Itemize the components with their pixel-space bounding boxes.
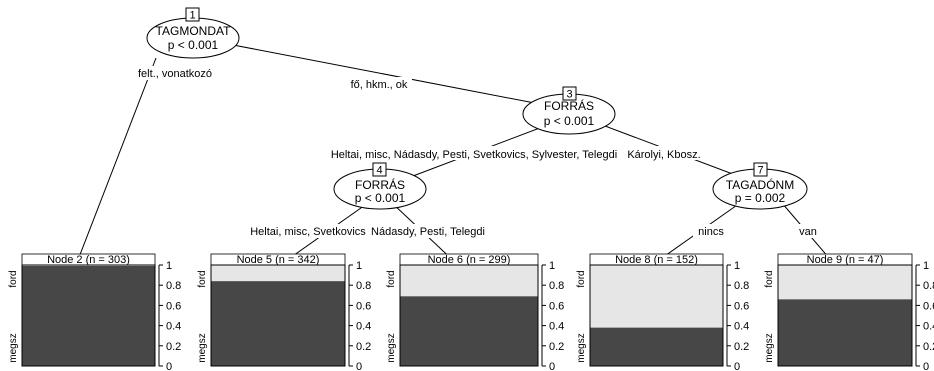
bar-megsz — [22, 266, 155, 366]
split-variable: TAGMONDAT — [156, 24, 232, 38]
bar-megsz — [590, 327, 723, 366]
inner-node-1: 1 TAGMONDAT p < 0.001 — [146, 7, 240, 59]
node-header-label: Node 8 (n = 152) — [615, 254, 698, 266]
bar-frame — [399, 264, 539, 367]
bar-frame — [589, 264, 724, 367]
y-tick-label: 0.6 — [549, 300, 564, 312]
y-tick-label: 1 — [356, 260, 362, 272]
y-tick-label: 0.6 — [734, 300, 749, 312]
split-variable: FORRÁS — [544, 98, 594, 113]
bar-ford — [400, 265, 538, 297]
bar-megsz — [400, 296, 538, 366]
edge-label-n7-right: van — [799, 226, 817, 238]
category-label-megsz: megsz — [576, 333, 587, 362]
edge-label-n1-right: fő, hkm., ok — [351, 79, 408, 91]
terminal-node-8: Node 8 (n = 152) ford megsz 0 0.2 0.4 0.6 0.8 1 — [576, 253, 749, 371]
terminal-node-9: Node 9 (n = 47) ford megsz 0 0.2 0.4 0.6 0.8 1 — [764, 253, 934, 371]
y-tick-label: 0.2 — [166, 341, 181, 353]
category-label-megsz: megsz — [764, 333, 775, 362]
bar-ford — [590, 265, 723, 328]
y-tick-label: 1 — [166, 260, 172, 272]
y-tick-label: 0.2 — [734, 341, 749, 353]
y-tick-label: 0 — [734, 361, 740, 371]
y-tick-label: 0.4 — [356, 321, 371, 333]
node-id: 4 — [376, 165, 382, 177]
category-label-ford: ford — [197, 270, 208, 287]
edge-1-2 — [75, 57, 157, 266]
split-variable: FORRÁS — [355, 177, 405, 192]
y-tick-label: 0.2 — [923, 341, 934, 353]
category-label-megsz: megsz — [8, 333, 19, 362]
bar-frame — [777, 264, 913, 367]
p-value: p < 0.001 — [544, 114, 595, 128]
node-header-label: Node 2 (n = 303) — [47, 254, 130, 266]
bar-megsz — [211, 281, 345, 366]
bar-ford — [22, 265, 155, 267]
y-tick-label: 1 — [923, 260, 929, 272]
y-tick-label: 0.4 — [734, 321, 749, 333]
edge-labels: felt., vonatkozó fő, hkm., ok Heltai, mi… — [134, 66, 821, 238]
category-label-ford: ford — [386, 270, 397, 287]
bar-frame — [21, 264, 156, 367]
y-tick-label: 0.4 — [166, 321, 181, 333]
category-label-megsz: megsz — [386, 333, 397, 362]
category-label-ford: ford — [764, 270, 775, 287]
category-label-megsz: megsz — [197, 333, 208, 362]
y-tick-label: 0.6 — [923, 300, 934, 312]
y-tick-label: 0.4 — [549, 321, 564, 333]
y-tick-label: 0.8 — [166, 280, 181, 292]
y-tick-label: 0 — [549, 361, 555, 371]
y-tick-label: 0.8 — [549, 280, 564, 292]
node-header-label: Node 9 (n = 47) — [807, 254, 884, 266]
node-header-label: Node 6 (n = 299) — [428, 254, 511, 266]
y-tick-label: 1 — [734, 260, 740, 272]
node-id: 3 — [566, 89, 572, 101]
y-tick-label: 0.8 — [923, 280, 934, 292]
y-tick-label: 0.8 — [734, 280, 749, 292]
p-value: p < 0.001 — [355, 191, 406, 205]
edge-label-n3-left: Heltai, misc, Nádasdy, Pesti, Svetkovics… — [331, 149, 617, 161]
y-tick-label: 0.8 — [356, 280, 371, 292]
edge-label-n3-right: Károlyi, Kbosz. — [627, 149, 700, 161]
edge-label-n4-right: Nádasdy, Pesti, Telegdi — [371, 226, 485, 238]
p-value: p < 0.001 — [168, 38, 219, 52]
edge-label-n1-left: felt., vonatkozó — [138, 68, 212, 80]
node-header-label: Node 5 (n = 342) — [237, 254, 320, 266]
inner-node-4: 4 FORRÁS p < 0.001 — [333, 162, 427, 210]
edge-label-n7-left: nincs — [698, 226, 724, 238]
y-tick-label: 0 — [166, 361, 172, 371]
bar-ford — [778, 265, 912, 300]
node-id: 7 — [757, 165, 763, 177]
y-tick-label: 0.4 — [923, 321, 934, 333]
category-label-ford: ford — [576, 270, 587, 287]
inner-node-3: 3 FORRÁS p < 0.001 — [522, 86, 616, 135]
y-tick-label: 1 — [549, 260, 555, 272]
y-tick-label: 0.2 — [356, 341, 371, 353]
split-variable: TAGADÓNM — [726, 177, 794, 192]
inner-node-7: 7 TAGADÓNM p = 0.002 — [712, 162, 808, 210]
bar-frame — [210, 264, 346, 367]
y-tick-label: 0 — [356, 361, 362, 371]
terminal-node-6: Node 6 (n = 299) ford megsz 0 0.2 0.4 0.6 0.8 1 — [386, 253, 564, 371]
y-tick-label: 0.6 — [356, 300, 371, 312]
p-value: p = 0.002 — [735, 191, 786, 205]
node-id: 1 — [189, 10, 195, 22]
bar-megsz — [778, 299, 912, 366]
y-tick-label: 0 — [923, 361, 929, 371]
edge-1-3 — [227, 43, 546, 106]
y-tick-label: 0.2 — [549, 341, 564, 353]
bar-ford — [211, 265, 345, 282]
terminal-node-2: Node 2 (n = 303) ford megsz 0 0.2 0.4 0.6 0.8 1 — [8, 253, 181, 371]
y-tick-label: 0.6 — [166, 300, 181, 312]
category-label-ford: ford — [8, 270, 19, 287]
edge-label-n4-left: Heltai, misc, Svetkovics — [250, 226, 366, 238]
terminal-node-5: Node 5 (n = 342) ford megsz 0 0.2 0.4 0.6 0.8 1 — [197, 253, 371, 371]
